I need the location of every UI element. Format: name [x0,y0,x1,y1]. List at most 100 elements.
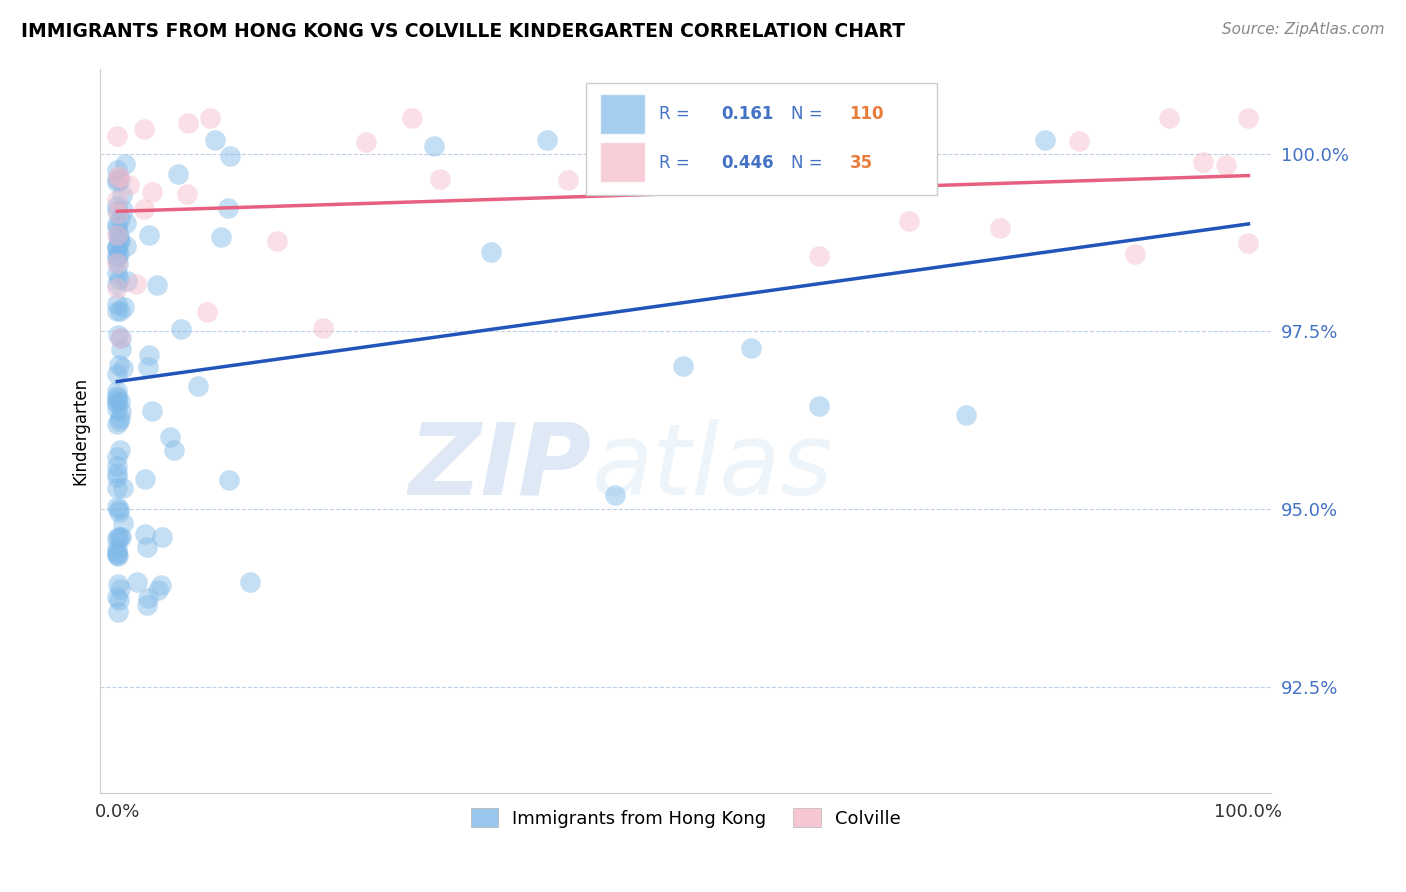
Point [107,359,129,373]
Text: 0.446: 0.446 [721,153,773,172]
Point [105,466,128,480]
Point [136,599,159,613]
Point [105,199,128,213]
Point [159,430,181,444]
Point [138,348,160,362]
Text: 35: 35 [849,153,873,172]
Point [105,368,128,382]
Point [108,410,131,425]
Point [105,389,128,403]
Point [105,401,128,416]
Point [105,541,128,555]
Point [105,384,128,399]
Point [105,241,128,255]
Point [112,300,135,314]
Point [105,545,128,559]
Point [105,548,128,562]
Point [136,540,159,554]
Point [107,233,129,247]
Point [110,404,132,418]
Point [107,206,129,220]
Point [1033,132,1056,146]
Y-axis label: Kindergarten: Kindergarten [72,377,89,485]
Point [479,245,502,260]
Point [105,277,128,292]
Point [401,112,423,126]
Point [105,297,128,311]
Text: 0.161: 0.161 [721,105,773,123]
Point [1125,247,1147,261]
Point [105,470,128,484]
Text: atlas: atlas [592,418,834,516]
Point [111,202,134,217]
Point [105,129,128,144]
Point [110,173,132,187]
Point [312,321,335,335]
Point [170,322,193,336]
Point [105,391,128,405]
Point [167,167,190,181]
Point [107,171,129,186]
Point [163,443,186,458]
Point [108,502,131,516]
Point [108,169,131,184]
Text: IMMIGRANTS FROM HONG KONG VS COLVILLE KINDERGARTEN CORRELATION CHART: IMMIGRANTS FROM HONG KONG VS COLVILLE KI… [21,22,905,41]
Point [107,605,129,619]
Point [115,274,138,288]
Point [423,139,446,153]
Point [988,221,1011,235]
Point [105,281,128,295]
Point [141,403,163,417]
Point [108,229,131,244]
Point [148,583,170,598]
Point [105,241,128,255]
Point [187,379,209,393]
Point [150,578,173,592]
Point [105,481,128,495]
FancyBboxPatch shape [600,143,645,182]
Point [111,481,134,495]
Point [108,443,131,458]
Point [107,530,129,544]
Point [1215,158,1237,172]
Point [108,530,131,544]
Point [114,156,136,170]
Point [134,473,156,487]
Point [134,202,156,217]
Text: N =: N = [792,153,823,172]
Point [134,526,156,541]
Text: R =: R = [659,105,689,123]
Point [108,394,131,409]
Point [728,120,751,135]
Point [105,417,128,431]
Point [108,331,131,345]
Point [105,458,128,473]
Point [1237,112,1260,126]
Point [218,473,240,487]
Point [107,257,129,271]
Point [110,303,132,318]
Point [557,172,579,186]
Point [105,220,128,235]
Point [1159,112,1181,126]
Point [105,304,128,318]
Point [105,266,128,280]
Point [219,149,242,163]
Point [105,163,128,178]
Point [110,343,132,357]
Point [105,249,128,263]
Point [105,256,128,270]
Point [105,175,128,189]
Point [114,238,136,252]
Point [105,590,128,604]
Point [209,229,232,244]
Point [107,327,129,342]
Point [150,530,173,544]
Legend: Immigrants from Hong Kong, Colville: Immigrants from Hong Kong, Colville [464,801,908,835]
Point [146,278,169,293]
Point [108,505,131,519]
Point [108,592,131,607]
Point [112,361,135,376]
Text: N =: N = [792,105,823,123]
Point [195,304,218,318]
